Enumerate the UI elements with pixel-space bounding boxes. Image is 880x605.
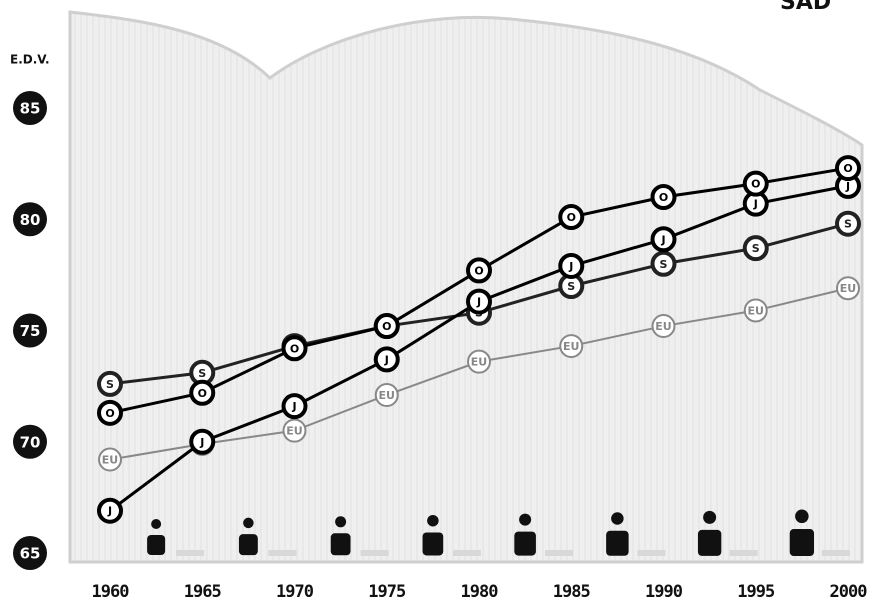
person-body	[606, 531, 629, 556]
ground-dash	[176, 550, 204, 556]
point-label: J	[753, 198, 758, 211]
x-tick-label: 2000	[830, 582, 868, 602]
x-tick-label: 1960	[92, 582, 130, 602]
point-label: EU	[563, 340, 579, 353]
person-body	[698, 530, 721, 556]
chart: SAD E.D.V. 65 70 75 80 85 1960 1965 1970 1975 198…	[0, 0, 880, 605]
point-label: J	[845, 180, 850, 193]
ground-dash	[453, 550, 481, 556]
point-label: J	[660, 233, 665, 246]
point-label: S	[106, 378, 114, 391]
point-label: O	[198, 387, 207, 400]
point-label: S	[660, 258, 668, 271]
ground-dash	[730, 550, 758, 556]
point-label: O	[382, 320, 391, 333]
point-label: O	[105, 407, 114, 420]
point-label: J	[568, 260, 573, 273]
x-tick-label: 1970	[276, 582, 314, 602]
ground-dash	[545, 550, 573, 556]
person-head	[703, 511, 716, 524]
point-label: EU	[655, 320, 671, 333]
ground-dash	[268, 550, 296, 556]
point-label: EU	[286, 425, 302, 438]
y-axis-label: E.D.V.	[10, 53, 50, 67]
point-label: S	[567, 280, 575, 293]
person-body	[147, 535, 165, 555]
x-tick-label: 1980	[461, 582, 499, 602]
point-label: J	[291, 400, 296, 413]
background-cloud	[70, 12, 862, 562]
point-label: O	[751, 178, 760, 191]
x-tick-label: 1975	[368, 582, 406, 602]
point-label: J	[384, 353, 389, 366]
y-tick-label: 85	[20, 100, 41, 118]
person-body	[423, 532, 444, 555]
point-label: EU	[379, 389, 395, 402]
point-label: O	[843, 162, 852, 175]
person-head	[427, 515, 439, 527]
point-label: O	[659, 191, 668, 204]
ground-dash	[361, 550, 389, 556]
ground-dash	[637, 550, 665, 556]
point-label: O	[567, 211, 576, 224]
x-tick-label: 1985	[553, 582, 591, 602]
point-label: S	[844, 218, 852, 231]
y-tick-label: 75	[20, 322, 41, 340]
point-label: EU	[471, 356, 487, 369]
point-label: J	[476, 296, 481, 309]
point-label: O	[290, 342, 299, 355]
point-label: EU	[102, 454, 118, 467]
x-tick-label: 1965	[184, 582, 222, 602]
point-label: J	[107, 505, 112, 518]
y-tick-label: 70	[20, 433, 41, 451]
person-head	[795, 510, 809, 524]
point-label: EU	[748, 304, 764, 317]
x-tick-label: 1995	[737, 582, 775, 602]
point-label: J	[199, 436, 204, 449]
point-label: O	[474, 264, 483, 277]
person-head	[611, 512, 624, 525]
person-head	[519, 514, 531, 526]
person-head	[151, 519, 161, 529]
point-label: S	[198, 367, 206, 380]
person-body	[790, 529, 814, 556]
point-label: S	[752, 242, 760, 255]
person-head	[243, 518, 254, 529]
ground-dash	[822, 550, 850, 556]
person-body	[514, 532, 536, 556]
person-body	[331, 533, 351, 555]
y-tick-label: 65	[20, 545, 41, 563]
x-tick-label: 1990	[645, 582, 683, 602]
point-label: EU	[840, 282, 856, 295]
logo: SAD	[780, 0, 831, 15]
y-tick-label: 80	[20, 211, 41, 229]
person-head	[335, 516, 346, 527]
person-body	[239, 534, 258, 555]
